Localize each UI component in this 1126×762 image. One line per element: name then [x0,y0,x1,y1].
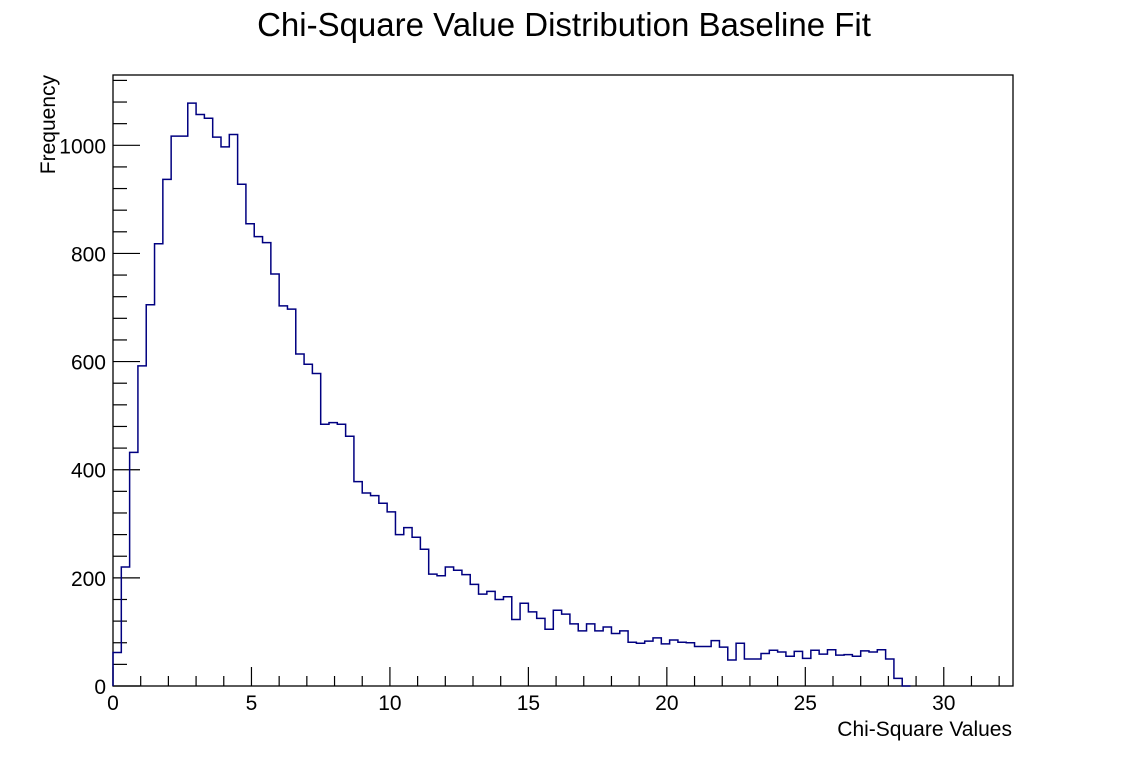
y-tick-label: 800 [71,243,106,266]
x-tick-label: 5 [246,692,258,715]
x-axis-label: Chi-Square Values [837,718,1012,741]
x-tick-label: 10 [378,692,401,715]
x-tick-label: 25 [794,692,817,715]
y-tick-label: 400 [71,460,106,483]
histogram-line [112,102,911,687]
y-axis-label: Frequency [37,75,60,175]
x-tick-label: 30 [932,692,955,715]
y-tick-label: 1000 [59,135,106,158]
y-tick-label: 600 [71,352,106,375]
plot-frame [112,74,1014,687]
x-tick-label: 0 [107,692,119,715]
x-tick-label: 20 [655,692,678,715]
x-tick-label: 15 [517,692,540,715]
chart-title: Chi-Square Value Distribution Baseline F… [257,6,871,43]
y-tick-label: 0 [94,676,106,699]
axis-ticks [112,79,1000,687]
y-tick-label: 200 [71,568,106,591]
tick-labels: 0 5 10 15 20 25 30 0 200 400 600 800 1000 [59,135,955,715]
